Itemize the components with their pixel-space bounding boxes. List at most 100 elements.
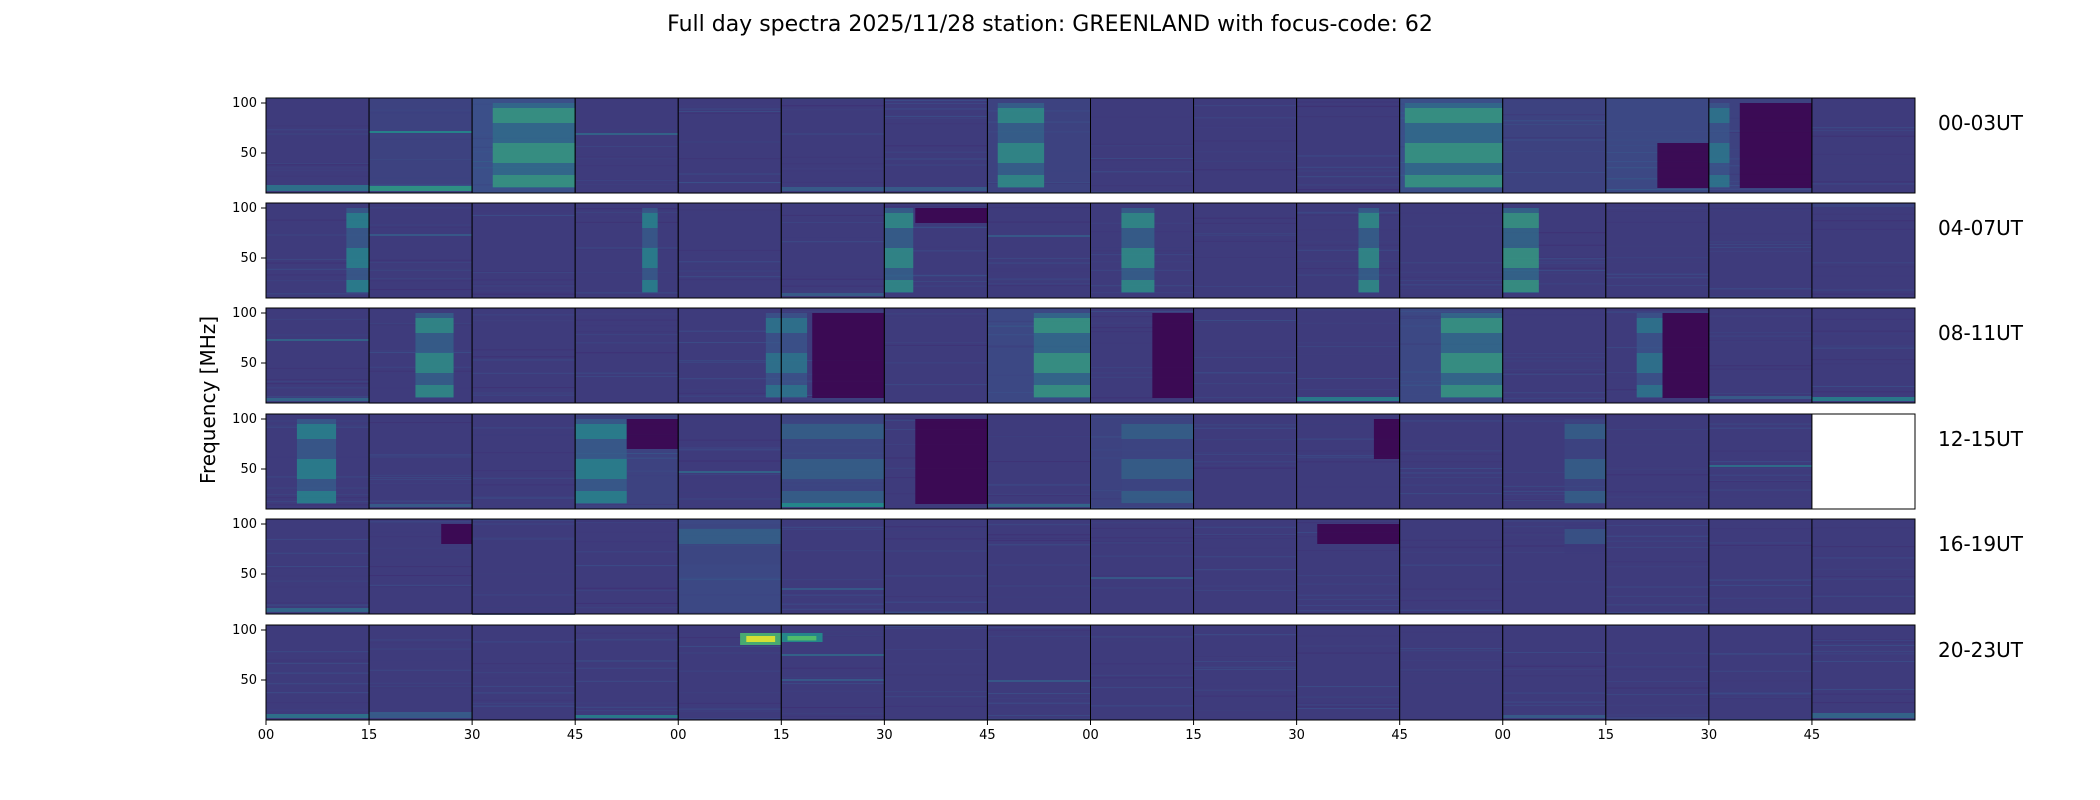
texture-line xyxy=(1193,660,1297,662)
texture-line xyxy=(1502,272,1606,274)
texture-line xyxy=(1811,597,1915,599)
emission-band xyxy=(1811,713,1915,718)
texture-line xyxy=(1502,499,1606,501)
texture-line xyxy=(1399,420,1503,422)
texture-line xyxy=(678,330,782,332)
noise-sub-band xyxy=(492,108,576,123)
texture-line xyxy=(575,145,679,147)
spectrum-panel xyxy=(471,624,576,721)
texture-line xyxy=(472,293,576,295)
noise-block xyxy=(575,419,627,504)
texture-line xyxy=(1502,701,1606,703)
noise-sub-band xyxy=(678,529,782,544)
texture-line xyxy=(678,249,782,251)
texture-line xyxy=(1502,114,1606,116)
empty-panel xyxy=(1811,413,1916,510)
panel-background xyxy=(1399,625,1503,720)
texture-line xyxy=(1811,289,1915,291)
texture-line xyxy=(884,280,988,282)
spectrum-panel xyxy=(986,624,1091,721)
texture-line xyxy=(1605,681,1709,683)
spectrum-panel xyxy=(677,518,782,615)
texture-line xyxy=(1090,342,1194,344)
texture-line xyxy=(884,316,988,318)
texture-line xyxy=(1193,160,1297,162)
texture-line xyxy=(987,534,1091,536)
emission-line xyxy=(781,654,885,656)
texture-line xyxy=(575,639,679,641)
texture-line xyxy=(1193,286,1297,288)
texture-line xyxy=(781,635,885,637)
texture-line xyxy=(266,318,370,320)
texture-line xyxy=(1296,106,1400,108)
texture-line xyxy=(884,274,988,276)
texture-line xyxy=(1193,239,1297,241)
texture-line xyxy=(1605,221,1709,223)
texture-line xyxy=(369,184,473,186)
texture-line xyxy=(575,184,679,186)
texture-line xyxy=(678,361,782,363)
texture-line xyxy=(1399,682,1503,684)
spectrum-panel xyxy=(883,624,988,721)
panel-background xyxy=(781,98,885,193)
spectrum-panel xyxy=(1708,518,1813,615)
noise-sub-band xyxy=(997,175,1045,187)
texture-line xyxy=(1090,159,1194,161)
texture-line xyxy=(1708,340,1812,342)
texture-line xyxy=(678,670,782,672)
texture-line xyxy=(266,98,370,100)
texture-line xyxy=(1811,333,1915,335)
texture-line xyxy=(266,387,370,389)
texture-line xyxy=(1502,471,1606,473)
texture-line xyxy=(1090,663,1194,665)
texture-line xyxy=(884,315,988,317)
emission-band xyxy=(1296,397,1400,401)
spectrum-panel xyxy=(986,518,1091,615)
texture-line xyxy=(884,526,988,528)
spectrum-panel xyxy=(368,97,473,194)
texture-line xyxy=(575,503,679,505)
noise-sub-band xyxy=(781,424,885,439)
texture-line xyxy=(987,262,1091,264)
texture-line xyxy=(987,484,1091,486)
spectrum-panel xyxy=(368,624,473,721)
noise-sub-band xyxy=(346,280,370,292)
texture-line xyxy=(1811,127,1915,129)
texture-line xyxy=(884,227,988,229)
texture-line xyxy=(1811,546,1915,548)
noise-sub-band xyxy=(781,353,808,373)
noise-block xyxy=(997,103,1045,188)
spectrum-panel xyxy=(883,97,988,194)
texture-line xyxy=(1605,586,1709,588)
texture-line xyxy=(1605,468,1709,470)
spectrum-panel xyxy=(574,202,679,299)
spectrum-panel xyxy=(574,97,679,194)
texture-line xyxy=(1811,555,1915,557)
texture-line xyxy=(1193,462,1297,464)
spectra-row-20-23UT: 50 100 20-23UT xyxy=(232,623,2024,721)
texture-line xyxy=(1708,481,1812,483)
spectrum-panel xyxy=(471,202,576,299)
noise-sub-band xyxy=(1121,248,1155,268)
texture-line xyxy=(369,648,473,650)
spectra-row-12-15UT: 50 100 12-15UT xyxy=(232,412,2024,510)
texture-line xyxy=(678,594,782,596)
texture-line xyxy=(575,638,679,640)
texture-line xyxy=(1605,666,1709,668)
texture-line xyxy=(575,680,679,682)
panel-background xyxy=(1193,625,1297,720)
texture-line xyxy=(1296,686,1400,688)
noise-sub-band xyxy=(415,353,454,373)
texture-line xyxy=(678,460,782,462)
texture-line xyxy=(1296,438,1400,440)
noise-sub-band xyxy=(1636,353,1663,373)
texture-line xyxy=(678,498,782,500)
x-axis: 00 15 30 45 00 15 30 45 00 15 30 45 00 15 30 45 xyxy=(258,720,1820,743)
spectrum-panel xyxy=(1090,624,1195,721)
y-tick-label: 50 xyxy=(240,356,257,371)
texture-line xyxy=(1811,153,1915,155)
spectrum-panel xyxy=(1090,518,1195,615)
texture-line xyxy=(1090,674,1194,676)
x-tick-label: 30 xyxy=(876,728,893,743)
texture-line xyxy=(472,359,576,361)
